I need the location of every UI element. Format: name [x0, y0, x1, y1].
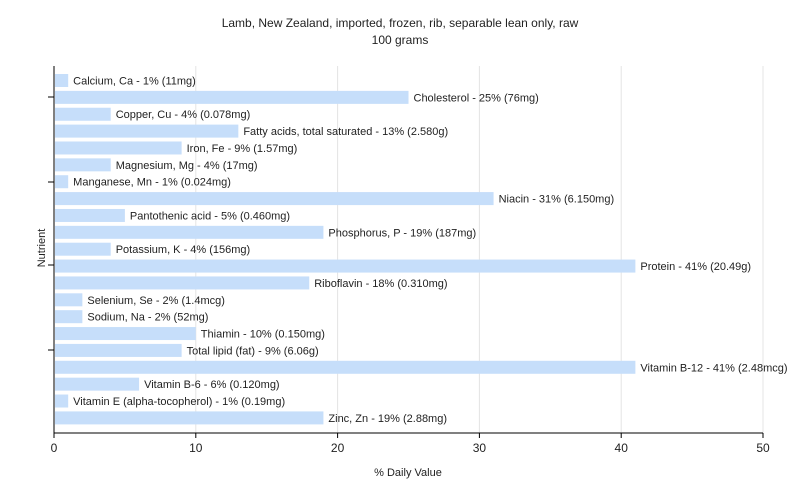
bar-label: Zinc, Zn - 19% (2.88mg): [328, 413, 447, 425]
y-axis-label: Nutrient: [36, 229, 48, 268]
bar: [55, 259, 636, 273]
x-tick-label: 30: [473, 441, 487, 455]
chart-subtitle: 100 grams: [372, 33, 429, 47]
bar-label: Vitamin B-12 - 41% (2.48mcg): [640, 362, 787, 374]
bar: [55, 192, 494, 206]
bar-label: Cholesterol - 25% (76mg): [414, 92, 539, 104]
bar: [55, 360, 636, 374]
bar-label: Phosphorus, P - 19% (187mg): [328, 227, 476, 239]
bar: [55, 175, 69, 189]
bar-label: Total lipid (fat) - 9% (6.06g): [187, 345, 319, 357]
bar-label: Manganese, Mn - 1% (0.024mg): [73, 177, 231, 189]
x-tick-label: 0: [51, 441, 58, 455]
axes-group: 0 10 20 30 40 50: [48, 66, 770, 455]
bar: [55, 74, 69, 87]
x-tick-label: 10: [189, 441, 203, 455]
bar: [55, 225, 324, 239]
bar: [55, 276, 310, 290]
bar-label: Riboflavin - 18% (0.310mg): [314, 278, 447, 290]
bar: [55, 158, 111, 172]
bar-label: Protein - 41% (20.49g): [640, 261, 751, 273]
bar-label: Iron, Fe - 9% (1.57mg): [187, 143, 298, 155]
x-tick-label: 50: [756, 441, 770, 455]
bar-label: Magnesium, Mg - 4% (17mg): [116, 160, 258, 172]
bar-label: Vitamin E (alpha-tocopherol) - 1% (0.19m…: [73, 396, 285, 408]
bars-group: Calcium, Ca - 1% (11mg) Cholesterol - 25%…: [55, 74, 788, 425]
bar: [55, 411, 324, 425]
bar: [55, 394, 69, 408]
bar: [55, 141, 182, 155]
bar-label: Pantothenic acid - 5% (0.460mg): [130, 210, 290, 222]
bar-label: Vitamin B-6 - 6% (0.120mg): [144, 379, 280, 391]
bar-label: Copper, Cu - 4% (0.078mg): [116, 109, 251, 121]
bar-label: Selenium, Se - 2% (1.4mcg): [87, 295, 225, 307]
x-tick-label: 20: [331, 441, 345, 455]
bar: [55, 107, 111, 121]
bar: [55, 208, 125, 222]
x-axis-label: % Daily Value: [374, 467, 442, 479]
bar: [55, 327, 196, 341]
bar-label: Calcium, Ca - 1% (11mg): [73, 76, 196, 88]
bar-label: Thiamin - 10% (0.150mg): [201, 329, 325, 341]
grid-lines: [195, 66, 764, 433]
bar: [55, 242, 111, 256]
bar: [55, 343, 182, 357]
bar-label: Niacin - 31% (6.150mg): [499, 194, 615, 206]
bar-label: Sodium, Na - 2% (52mg): [87, 312, 208, 324]
x-tick-label: 40: [615, 441, 629, 455]
bar-label: Potassium, K - 4% (156mg): [116, 244, 251, 256]
bar: [55, 310, 83, 324]
bar: [55, 293, 83, 307]
bar: [55, 377, 140, 391]
bar: [55, 124, 239, 138]
chart-title: Lamb, New Zealand, imported, frozen, rib…: [222, 16, 579, 30]
bar-label: Fatty acids, total saturated - 13% (2.58…: [243, 126, 448, 138]
bar: [55, 90, 409, 104]
